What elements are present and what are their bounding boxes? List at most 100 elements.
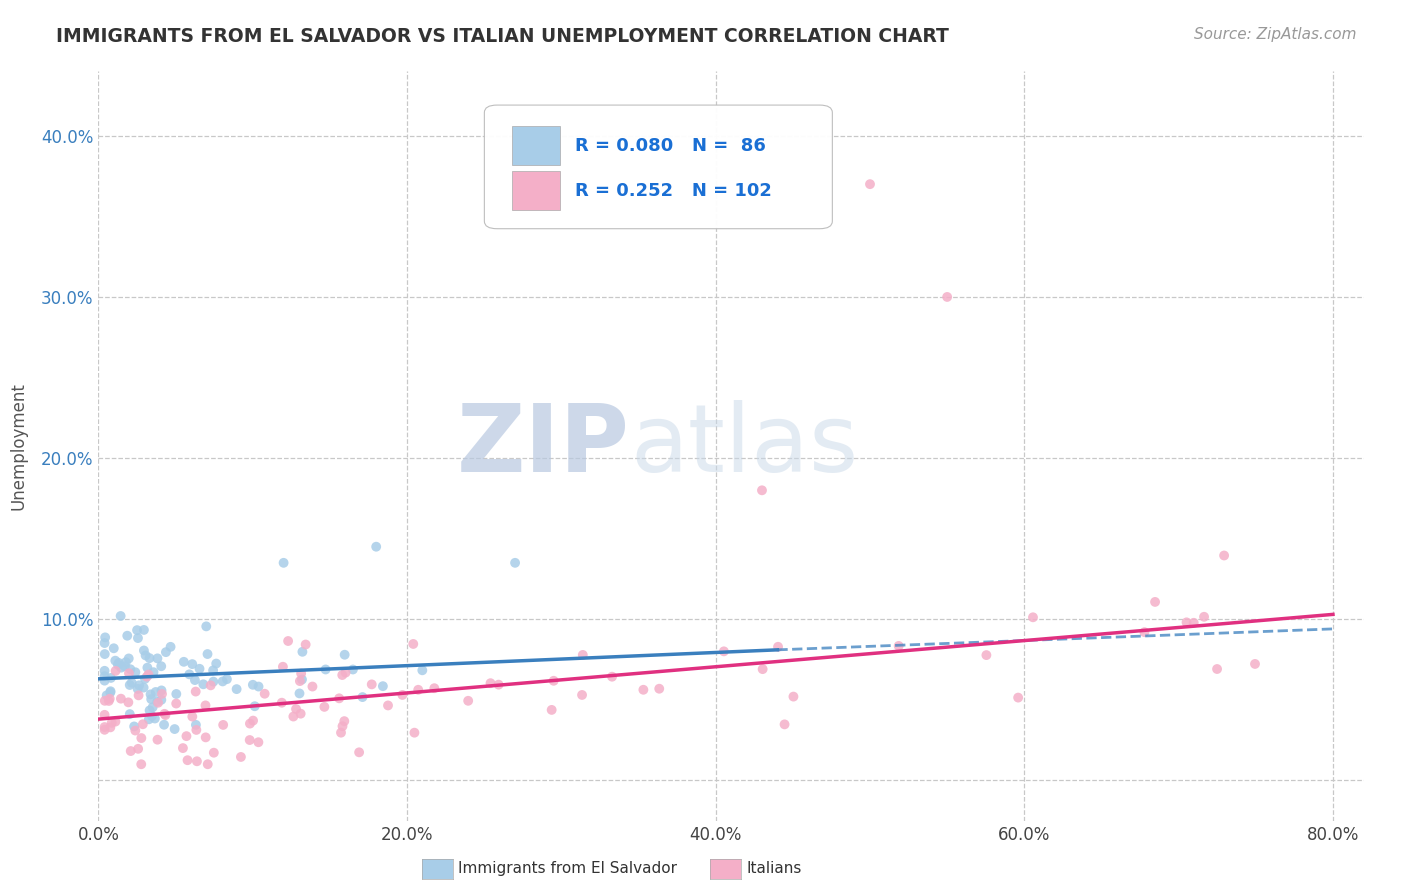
Point [239, 733, 262, 747]
Point [176, 729, 198, 743]
Point [120, 744, 142, 758]
Point [93, 664, 115, 678]
Point [572, 648, 595, 662]
Point [202, 746, 225, 760]
Text: Source: ZipAtlas.com: Source: ZipAtlas.com [1194, 27, 1357, 42]
Point [391, 688, 413, 702]
Point [176, 753, 198, 767]
Point [94, 631, 117, 645]
Point [333, 648, 356, 662]
Point [132, 681, 155, 695]
Text: Italians: Italians [747, 862, 801, 876]
Point [122, 719, 145, 733]
Point [96, 689, 118, 703]
Point [146, 732, 169, 747]
Point [782, 690, 804, 704]
Point [107, 657, 129, 672]
Point [360, 677, 382, 691]
Text: atlas: atlas [630, 400, 858, 492]
Point [184, 718, 207, 732]
Point [936, 290, 959, 304]
Point [181, 657, 204, 672]
Point [291, 673, 314, 687]
Text: Immigrants from El Salvador: Immigrants from El Salvador [458, 862, 678, 876]
Point [118, 666, 141, 681]
Point [197, 647, 219, 661]
Point [150, 659, 173, 673]
Point [104, 714, 127, 729]
Point [457, 694, 479, 708]
Point [270, 696, 292, 710]
Point [333, 714, 356, 728]
Point [118, 678, 141, 692]
Point [197, 757, 219, 772]
Text: IMMIGRANTS FROM EL SALVADOR VS ITALIAN UNEMPLOYMENT CORRELATION CHART: IMMIGRANTS FROM EL SALVADOR VS ITALIAN U… [56, 27, 949, 45]
Point [104, 654, 127, 668]
Point [1175, 615, 1198, 630]
Point [314, 699, 336, 714]
Point [179, 667, 201, 681]
Point [277, 634, 299, 648]
Point [98, 691, 121, 706]
Point [93, 636, 115, 650]
Point [145, 685, 167, 699]
Point [100, 684, 122, 698]
Point [127, 741, 149, 756]
Point [288, 674, 311, 689]
Point [294, 638, 316, 652]
Point [215, 672, 238, 686]
Point [153, 717, 176, 731]
Point [352, 690, 374, 704]
Point [1213, 549, 1236, 563]
Point [285, 702, 308, 716]
Point [150, 687, 173, 701]
Point [121, 675, 143, 690]
Point [100, 715, 122, 730]
Point [193, 677, 215, 691]
Point [93, 720, 115, 734]
Point [1206, 662, 1229, 676]
Point [186, 754, 208, 768]
Point [976, 648, 998, 662]
Point [135, 648, 157, 663]
Point [127, 631, 149, 645]
Point [479, 676, 502, 690]
Point [332, 719, 354, 733]
Point [146, 696, 169, 710]
Point [242, 678, 264, 692]
Point [93, 669, 115, 683]
Point [488, 678, 510, 692]
Point [139, 687, 162, 701]
Point [766, 640, 789, 654]
Point [315, 663, 337, 677]
Text: ZIP: ZIP [457, 400, 630, 492]
Point [859, 177, 882, 191]
Point [146, 651, 169, 665]
Point [205, 657, 228, 671]
Point [404, 725, 426, 739]
Point [186, 723, 208, 737]
Text: R = 0.252   N = 102: R = 0.252 N = 102 [575, 182, 772, 200]
Point [93, 723, 115, 737]
Point [155, 645, 177, 659]
Point [118, 707, 141, 722]
Point [103, 641, 125, 656]
Point [247, 735, 270, 749]
Point [273, 556, 295, 570]
Point [751, 483, 773, 498]
Point [288, 686, 311, 700]
Point [328, 691, 350, 706]
Point [150, 693, 173, 707]
Point [330, 725, 353, 739]
Point [301, 680, 323, 694]
Point [114, 659, 136, 673]
Y-axis label: Unemployment: Unemployment [10, 382, 27, 510]
Point [253, 687, 276, 701]
Point [104, 664, 127, 678]
Point [118, 651, 141, 665]
Point [423, 681, 446, 696]
Point [132, 623, 155, 637]
Point [120, 662, 142, 676]
Point [225, 682, 247, 697]
Point [97, 694, 120, 708]
